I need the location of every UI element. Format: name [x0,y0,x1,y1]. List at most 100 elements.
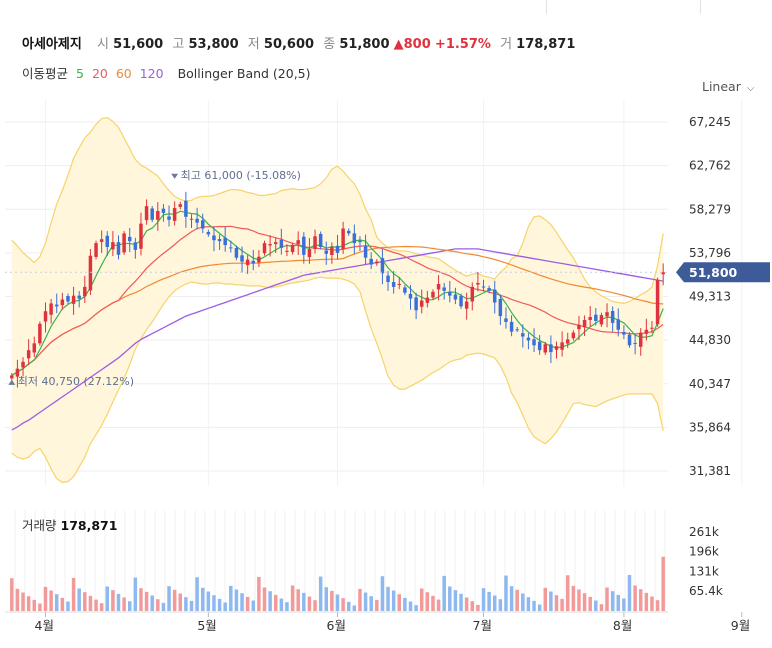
candle-body [245,259,250,266]
candle-body [229,247,233,249]
candle-body [262,243,267,254]
candle-body [318,233,323,247]
candle-body [302,236,306,255]
volume-bar [200,587,205,611]
volume-bar [554,595,559,611]
volume-bar [363,592,368,611]
candle-body [83,286,87,297]
candle-body [54,304,59,307]
candle-body [122,233,126,253]
candle-body [38,323,42,344]
high-label: 고 [172,37,185,52]
candle-body [526,337,531,341]
candle-body [217,239,222,242]
volume-bar [116,593,121,611]
volume-bar [212,595,216,611]
candle-body [543,344,548,353]
volume-bar [313,600,317,611]
candle-body [577,324,581,330]
indicator-legend: 이동평균 5 20 60 120 Bollinger Band (20,5) [22,63,315,82]
x-axis-tick-label: 8월 [613,618,632,633]
volume-label: 거 [500,37,513,52]
volume-bar [358,588,362,611]
candle-body [99,239,104,242]
candle-body [650,327,654,329]
volume-bar [156,599,160,611]
volume-bar [453,590,458,611]
candle-body [133,242,138,250]
scale-dropdown-label: Linear [702,79,741,94]
x-axis-tick-label: 9월 [731,618,750,633]
candle-body [184,200,188,217]
volume-bar [251,600,256,611]
candle-body [459,296,463,307]
scale-dropdown[interactable]: Linear ⌵ [702,79,754,94]
volume-bar [515,589,519,611]
volume-bar [661,556,665,611]
volume-bar [582,593,587,611]
top-divider-line [546,0,547,14]
candle-body [492,289,497,303]
volume-bar [537,604,542,611]
low-value: 50,600 [263,37,315,52]
candle-body [234,247,239,258]
change-value: 800 [403,37,431,52]
candle-body [43,311,48,322]
candle-body [588,317,592,320]
volume-bar [43,586,48,611]
volume-bar [150,595,154,611]
candle-body [380,258,385,274]
volume-bar [184,597,188,611]
ma-period-120: 120 [139,66,164,81]
candle-body [105,235,110,247]
price-axis-tick-label: 40,347 [689,377,731,391]
candle-body [285,250,289,252]
volume-bar [195,577,199,611]
candle-body [391,282,396,287]
candle-body [10,375,14,379]
volume-bar [111,590,115,611]
volume-bar [622,598,626,611]
volume-bar [341,598,345,611]
volume-axis-tick-label: 65.4k [689,584,723,598]
candle-body [644,329,649,334]
candle-body [537,341,542,351]
candle-body [549,344,553,353]
ma-period-60: 60 [115,66,132,81]
volume-title-label: 거래량 [22,518,57,533]
volume-bar [10,578,14,611]
candle-body [582,319,587,328]
candle-body [504,318,508,322]
volume-bar [178,593,183,611]
candle-body [352,233,357,244]
bollinger-band-label: Bollinger Band (20,5) [177,66,311,81]
volume-bar [459,593,463,611]
volume-panel-title: 거래량 178,871 [22,515,117,534]
volume-bar [487,591,491,611]
candle-body [419,300,424,307]
candle-body [307,248,312,258]
volume-bar [470,601,475,611]
volume-bar [504,575,508,611]
volume-bar [369,596,373,611]
volume-bar [526,597,531,611]
price-axis-tick-label: 62,762 [689,159,731,173]
min-marker-icon [8,379,16,385]
ma-period-5: 5 [76,66,84,81]
volume-bar [650,596,654,611]
candle-body [66,296,70,302]
open-value: 51,600 [113,37,164,52]
volume-bar [419,588,424,611]
volume-bar [38,603,42,611]
volume-bar [206,591,211,611]
candle-body [77,295,81,299]
volume-bar [436,599,441,611]
volume-bar [532,600,536,611]
volume-bar [240,593,244,611]
candle-body [94,243,98,257]
candle-body [661,272,665,275]
candle-body [453,294,458,300]
low-label: 저 [247,37,260,52]
volume-bar [77,588,81,611]
